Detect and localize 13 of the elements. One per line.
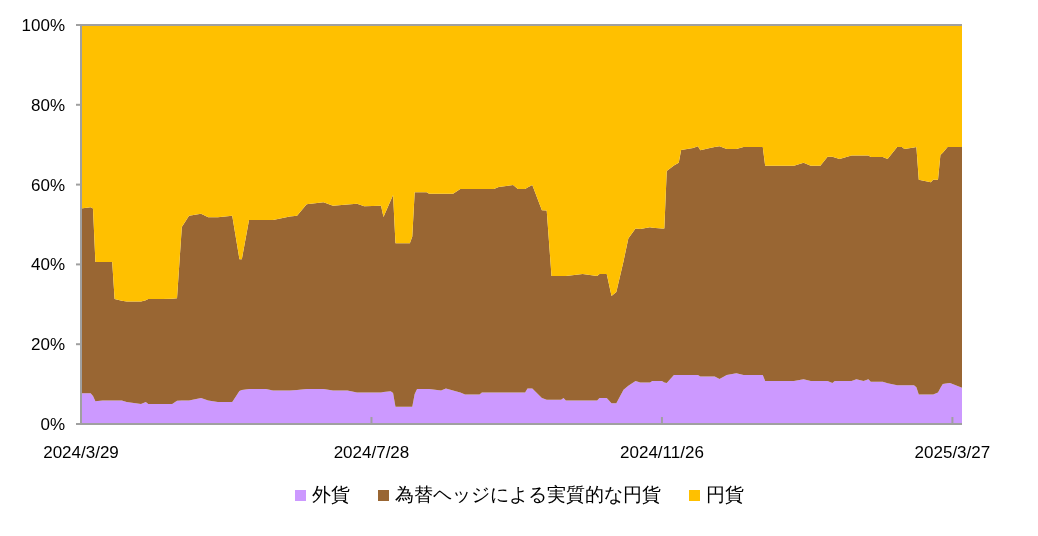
- legend-label: 円貨: [705, 483, 744, 507]
- y-tick-label: 0%: [40, 414, 65, 434]
- x-tick-label: 2024/7/28: [333, 443, 410, 462]
- y-tick-label: 80%: [30, 95, 65, 115]
- x-tick-label: 2024/3/29: [43, 443, 119, 462]
- x-tick-label: 2025/3/27: [914, 443, 991, 462]
- y-tick-label: 20%: [30, 335, 65, 355]
- y-tick-label: 40%: [30, 255, 65, 275]
- legend-label: 為替ヘッジによる実質的な円貨: [394, 483, 661, 507]
- legend-label: 外貨: [311, 483, 350, 507]
- x-tick-label: 2024/11/26: [620, 443, 704, 462]
- y-tick-label: 100%: [21, 15, 65, 35]
- y-tick-label: 60%: [30, 175, 65, 195]
